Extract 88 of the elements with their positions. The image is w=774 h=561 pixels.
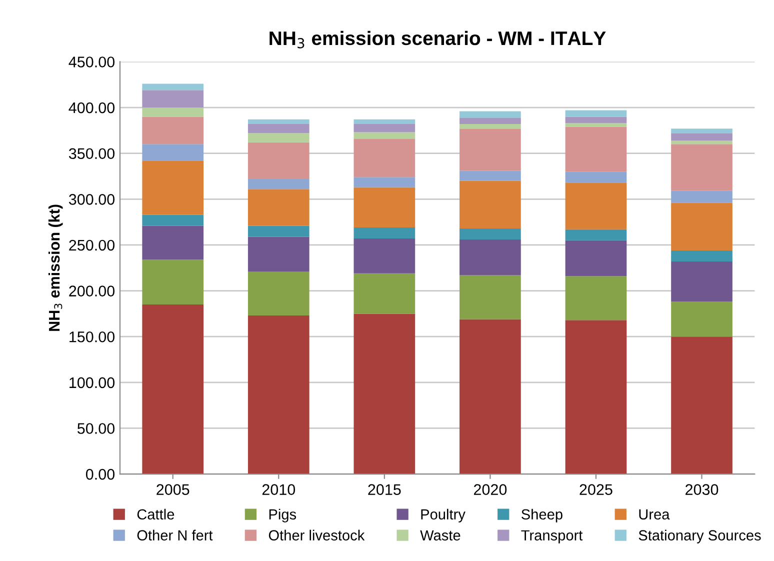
bar [142, 84, 204, 90]
bar [248, 119, 310, 124]
bar [142, 144, 204, 161]
bar [671, 190, 732, 203]
bar [671, 302, 732, 337]
bar [565, 229, 627, 240]
x-tick-label: 2015 [368, 484, 401, 495]
bar [142, 226, 204, 260]
bar [142, 260, 204, 305]
bar [354, 228, 416, 239]
bar [460, 180, 521, 228]
x-tick-label: 2025 [580, 484, 612, 495]
legend-label: Urea [639, 509, 670, 520]
bar [565, 110, 627, 117]
bar [565, 123, 627, 127]
x-tick-label: 2020 [474, 484, 507, 495]
bar [460, 124, 521, 129]
bar [671, 202, 732, 250]
bar [354, 238, 416, 274]
bar [460, 319, 521, 474]
bar [248, 142, 310, 179]
bar [460, 128, 521, 171]
bar [565, 116, 627, 124]
bar [565, 320, 627, 474]
bar [248, 236, 310, 272]
y-tick-label: 50.00 [77, 423, 115, 434]
bar [671, 140, 732, 144]
bar [671, 336, 732, 474]
bar [460, 170, 521, 181]
bar [354, 273, 416, 314]
bar [354, 177, 416, 188]
x-tick-label: 2005 [156, 484, 190, 495]
y-axis-title: NH$_{3}$ emission (kt) [48, 204, 63, 331]
bar [460, 239, 521, 276]
bar [565, 276, 627, 320]
bar [671, 250, 732, 262]
bar [565, 126, 627, 172]
bar [671, 144, 732, 191]
bar [460, 275, 521, 320]
bar [142, 108, 204, 117]
bar [142, 116, 204, 144]
bar [354, 132, 416, 139]
x-tick-label: 2010 [262, 484, 296, 495]
bar [354, 187, 416, 228]
legend-label: Stationary Sources [638, 530, 761, 544]
legend-label: Waste [420, 530, 460, 540]
y-tick-label: 150.00 [70, 331, 115, 342]
bar [671, 133, 732, 141]
bar [142, 214, 204, 226]
legend-label: Other livestock [268, 530, 365, 540]
legend-label: Sheep [522, 508, 562, 522]
bar [248, 226, 310, 237]
bar [248, 189, 310, 226]
legend-label: Transport [521, 530, 583, 544]
bar [671, 128, 732, 134]
y-tick-label: 450.00 [68, 56, 115, 68]
bar [565, 172, 627, 183]
bar [248, 316, 310, 474]
x-tick-label: 2030 [686, 484, 718, 495]
bar [248, 178, 310, 190]
bar [460, 118, 521, 124]
bar [354, 119, 416, 124]
y-tick-label: 300.00 [68, 194, 115, 205]
legend-label: Pigs [269, 508, 296, 522]
y-tick-label: 400.00 [68, 102, 115, 114]
bar [565, 240, 627, 276]
bar [142, 90, 204, 108]
bar [460, 111, 521, 118]
y-tick-label: 200.00 [69, 286, 115, 296]
chart-title: NH$_{3}$ emission scenario - WM - ITALY [270, 30, 606, 48]
bar [248, 133, 310, 142]
legend-label: Cattle [137, 508, 174, 520]
bar [354, 314, 416, 474]
y-tick-label: 0.00 [86, 468, 115, 480]
legend-label: Poultry [421, 508, 466, 522]
bar [142, 304, 204, 474]
bar [142, 160, 204, 215]
bar [248, 124, 310, 134]
y-tick-label: 350.00 [68, 148, 115, 160]
y-tick-label: 250.00 [69, 240, 115, 251]
legend-label: Other N fert [137, 530, 213, 540]
y-tick-label: 100.00 [70, 377, 115, 388]
bar [354, 138, 416, 178]
bar [354, 124, 416, 132]
bar [248, 272, 310, 316]
bar [565, 182, 627, 230]
bar [460, 228, 521, 240]
bar [671, 261, 732, 302]
